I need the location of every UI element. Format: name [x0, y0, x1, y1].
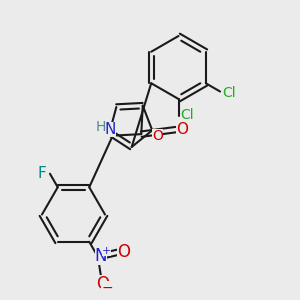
Text: Cl: Cl	[181, 108, 194, 122]
Text: Cl: Cl	[222, 86, 236, 100]
Text: −: −	[101, 281, 113, 295]
Text: +: +	[102, 246, 111, 256]
Text: H: H	[96, 120, 106, 134]
Text: O: O	[96, 275, 109, 293]
Text: O: O	[176, 122, 188, 136]
Text: O: O	[152, 129, 163, 143]
Text: N: N	[105, 122, 116, 136]
Text: O: O	[117, 243, 130, 261]
Text: F: F	[37, 166, 46, 181]
Text: N: N	[95, 247, 107, 265]
